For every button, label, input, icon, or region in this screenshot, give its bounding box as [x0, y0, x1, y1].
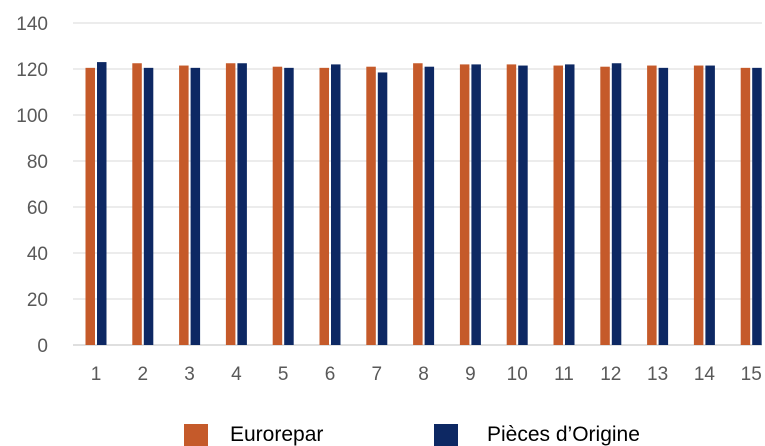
bar-eurorepar-3: [179, 65, 189, 346]
bar-eurorepar-4: [225, 63, 236, 345]
bar-pieces-d-origine-12: [611, 63, 622, 345]
x-tick-label: 2: [138, 364, 149, 385]
bar-eurorepar-2: [132, 63, 142, 345]
bar-pieces-d-origine-10: [518, 65, 528, 346]
x-tick-label: 4: [231, 364, 242, 385]
bar-pieces-d-origine-8: [424, 66, 435, 345]
y-tick-label: 20: [27, 290, 48, 311]
x-tick-label: 7: [372, 364, 383, 385]
bar-eurorepar-12: [600, 66, 610, 345]
bars: [85, 62, 762, 346]
x-tick-label: 15: [741, 364, 762, 385]
x-tick-label: 3: [184, 364, 195, 385]
bar-eurorepar-15: [740, 67, 751, 345]
legend: Eurorepar Pièces d’Origine: [184, 423, 640, 446]
bar-eurorepar-8: [413, 63, 423, 345]
legend-item-eurorepar: Eurorepar: [184, 423, 323, 446]
x-tick-label: 8: [418, 364, 429, 385]
bar-pieces-d-origine-11: [565, 64, 575, 346]
x-tick-label: 6: [325, 364, 336, 385]
bar-eurorepar-1: [85, 67, 95, 345]
legend-label-pieces-d-origine: Pièces d’Origine: [487, 423, 640, 446]
bar-eurorepar-7: [366, 66, 376, 345]
y-tick-label: 120: [16, 60, 48, 81]
y-tick-label: 100: [16, 106, 48, 127]
bar-eurorepar-9: [459, 64, 470, 346]
x-axis-ticks: 1 2 3 4 5 6 7 8 9 10 11 12 13 14 15: [91, 364, 762, 385]
y-tick-label: 140: [16, 14, 48, 35]
bar-pieces-d-origine-3: [190, 67, 201, 345]
legend-label-eurorepar: Eurorepar: [230, 423, 323, 446]
bar-pieces-d-origine-7: [377, 72, 388, 345]
x-tick-label: 1: [91, 364, 102, 385]
bar-pieces-d-origine-15: [752, 67, 762, 345]
y-tick-label: 0: [37, 336, 48, 357]
bar-pieces-d-origine-6: [331, 64, 341, 346]
y-axis-ticks: 0 20 40 60 80 100 120 140: [16, 14, 48, 357]
bar-eurorepar-6: [319, 67, 329, 345]
bar-eurorepar-11: [553, 65, 563, 346]
bar-pieces-d-origine-1: [97, 62, 107, 345]
bar-pieces-d-origine-4: [237, 63, 247, 345]
y-tick-label: 80: [27, 152, 48, 173]
x-tick-label: 14: [694, 364, 716, 385]
legend-swatch-eurorepar: [184, 424, 208, 446]
bar-pieces-d-origine-13: [658, 67, 669, 345]
legend-swatch-pieces-d-origine: [434, 424, 458, 446]
bar-eurorepar-14: [693, 65, 704, 346]
bar-eurorepar-13: [647, 65, 657, 346]
bar-pieces-d-origine-2: [143, 67, 154, 345]
x-tick-label: 10: [507, 364, 528, 385]
bar-pieces-d-origine-5: [284, 67, 294, 345]
legend-item-pieces-d-origine: Pièces d’Origine: [434, 423, 640, 446]
bar-pieces-d-origine-14: [705, 65, 715, 346]
x-tick-label: 9: [465, 364, 476, 385]
y-tick-label: 60: [27, 198, 48, 219]
bar-eurorepar-5: [272, 66, 283, 345]
x-tick-label: 13: [647, 364, 668, 385]
bar-pieces-d-origine-9: [471, 64, 481, 346]
x-tick-label: 11: [554, 364, 574, 385]
bar-eurorepar-10: [506, 64, 517, 346]
x-tick-label: 12: [600, 364, 621, 385]
x-tick-label: 5: [278, 364, 289, 385]
y-tick-label: 40: [27, 244, 48, 265]
